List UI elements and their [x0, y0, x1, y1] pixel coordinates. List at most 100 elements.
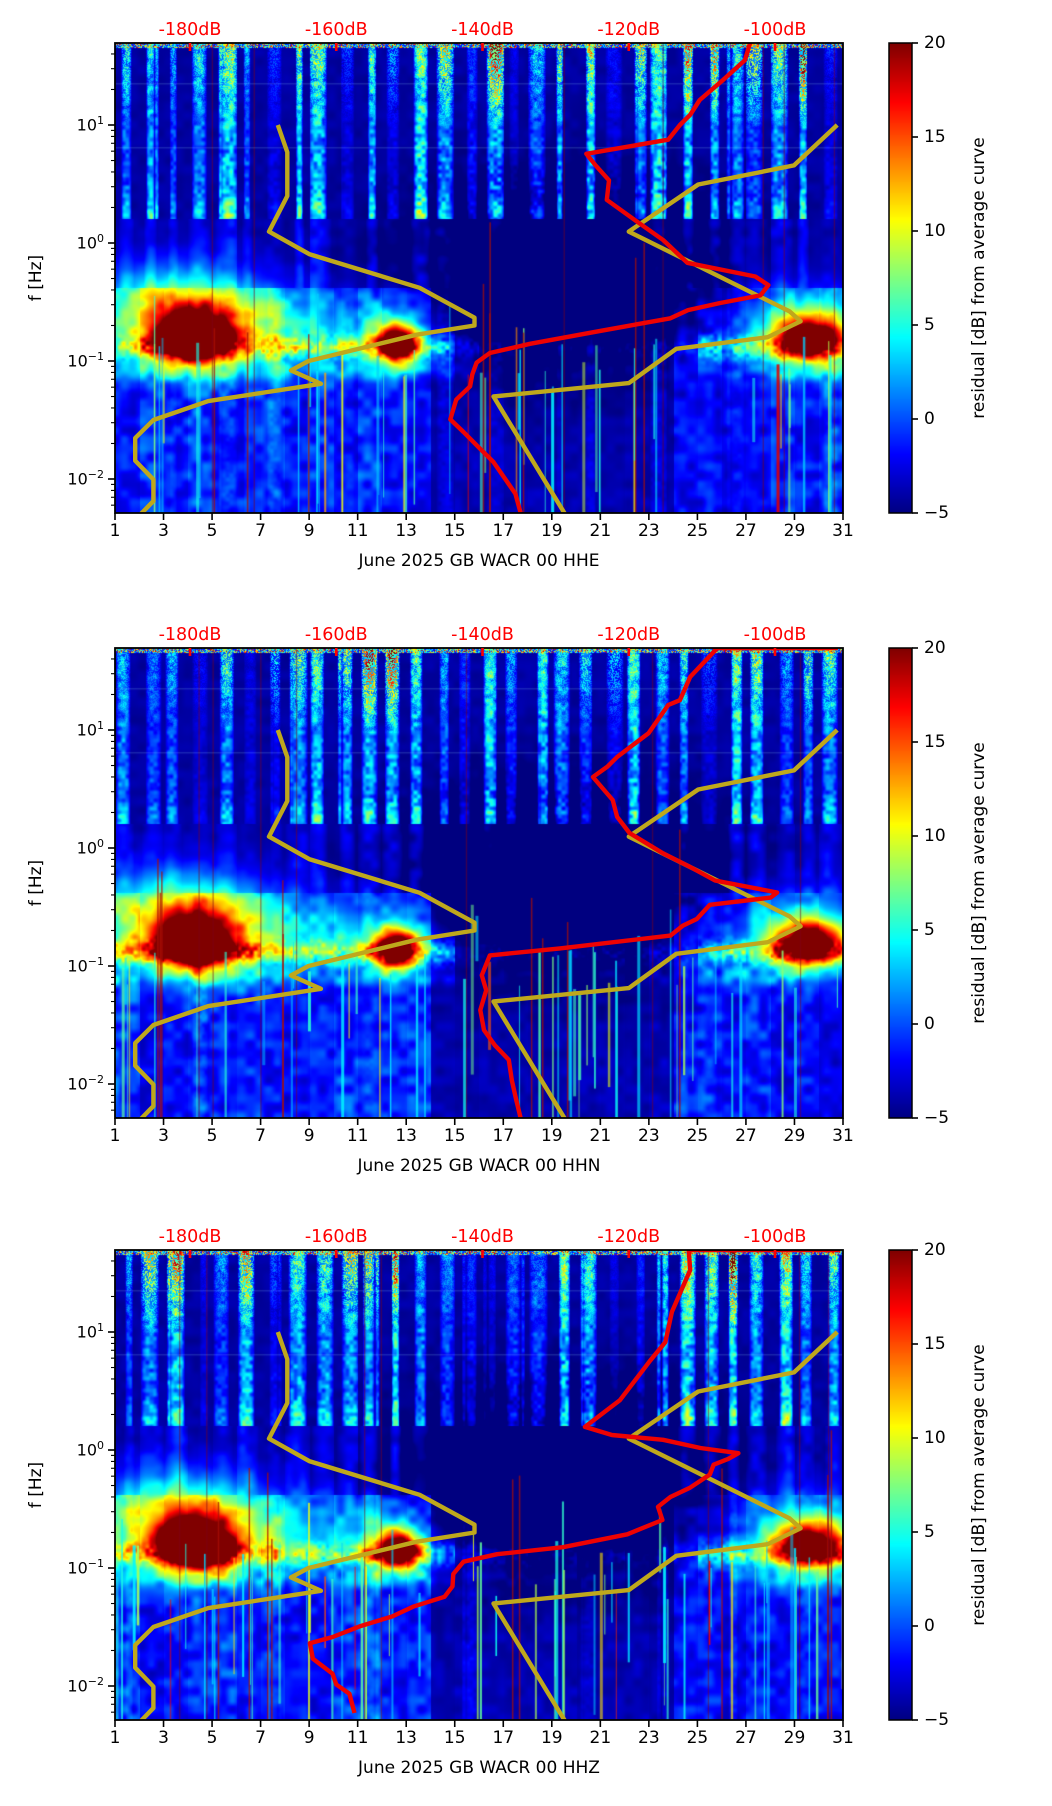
x-tick-label: 31 — [832, 1126, 854, 1146]
x-tick-label: 25 — [686, 1126, 709, 1146]
x-tick-label: 23 — [638, 1126, 660, 1146]
x-tick-label: 5 — [206, 1728, 218, 1748]
panel-hhn: 1 3 5 7 9 11 13 15 17 19 21 23 25 27 29 31 101 100 10−1 10−… — [0, 605, 1052, 1207]
spectrogram-canvas-hhz — [115, 1250, 843, 1720]
x-tick-label: 21 — [589, 1728, 612, 1748]
x-tick-label: 29 — [783, 1126, 806, 1146]
db-tick-label: -100dB — [743, 625, 807, 645]
panel-hhe: 1 3 5 7 9 11 13 15 17 19 21 23 25 27 29 31 101 100 10−1 10−… — [0, 0, 1052, 602]
colorbar-tick-label: −5 — [924, 503, 950, 523]
x-tick-label: 7 — [255, 1126, 266, 1146]
y-tick-label: 10−1 — [67, 1557, 104, 1578]
colorbar-tick-label: 15 — [924, 1334, 946, 1354]
x-axis-title: June 2025 GB WACR 00 HHN — [357, 1156, 601, 1176]
x-tick-label: 1 — [109, 521, 121, 541]
x-tick-label: 17 — [492, 521, 515, 541]
db-tick-label: -120dB — [597, 1227, 661, 1247]
y-tick-label: 10−1 — [67, 955, 104, 976]
x-tick-label: 9 — [303, 1728, 315, 1748]
y-tick-label: 10−2 — [67, 1073, 104, 1094]
colorbar-tick-label: 5 — [924, 1522, 935, 1542]
db-tick-label: -160dB — [304, 1227, 368, 1247]
x-tick-label: 31 — [832, 1728, 854, 1748]
y-axis-title: f [Hz] — [26, 859, 46, 907]
x-tick-label: 29 — [783, 521, 806, 541]
x-tick-label: 5 — [206, 521, 218, 541]
spectrogram-canvas-hhn — [115, 648, 843, 1118]
db-tick-label: -100dB — [743, 20, 807, 40]
db-tick-label: -120dB — [597, 625, 661, 645]
colorbar-tick-label: 15 — [924, 732, 946, 752]
x-tick-label: 11 — [346, 1728, 369, 1748]
colorbar-tick-label: 10 — [924, 1428, 946, 1448]
x-axis-title: June 2025 GB WACR 00 HHZ — [358, 1758, 600, 1778]
x-tick-label: 3 — [158, 1728, 169, 1748]
x-tick-label: 15 — [443, 521, 466, 541]
x-tick-label: 25 — [686, 1728, 709, 1748]
x-tick-label: 9 — [303, 521, 315, 541]
x-tick-label: 3 — [158, 1126, 169, 1146]
colorbar-tick-label: 5 — [924, 315, 935, 335]
x-tick-label: 27 — [735, 521, 757, 541]
x-tick-label: 3 — [158, 521, 169, 541]
db-tick-label: -180dB — [158, 625, 222, 645]
x-tick-label: 15 — [443, 1728, 466, 1748]
colorbar-tick-label: 0 — [924, 1014, 935, 1034]
y-tick-label: 101 — [76, 719, 104, 740]
y-tick-label: 100 — [76, 232, 104, 253]
x-tick-label: 5 — [206, 1126, 218, 1146]
colorbar-hhn — [889, 648, 912, 1118]
x-tick-label: 31 — [832, 521, 854, 541]
x-tick-label: 25 — [686, 521, 709, 541]
y-tick-label: 100 — [76, 1439, 104, 1460]
colorbar-tick-label: 0 — [924, 1616, 935, 1636]
colorbar-tick-label: 20 — [924, 638, 946, 658]
x-tick-label: 19 — [540, 521, 563, 541]
x-tick-label: 13 — [395, 1728, 417, 1748]
colorbar-hhz — [889, 1250, 912, 1720]
y-axis-title: f [Hz] — [26, 1461, 46, 1509]
db-tick-label: -140dB — [451, 625, 514, 645]
y-tick-label: 10−2 — [67, 1675, 104, 1696]
x-tick-label: 29 — [783, 1728, 806, 1748]
db-tick-label: -140dB — [451, 20, 514, 40]
x-tick-label: 19 — [540, 1728, 563, 1748]
colorbar-tick-label: 10 — [924, 826, 946, 846]
y-tick-label: 10−2 — [67, 468, 104, 489]
x-tick-label: 17 — [492, 1728, 515, 1748]
colorbar-title: residual [dB] from average curve — [969, 742, 989, 1024]
colorbar-tick-label: 5 — [924, 920, 935, 940]
panel-hhz: 1 3 5 7 9 11 13 15 17 19 21 23 25 27 29 31 101 100 10−1 10−… — [0, 1207, 1052, 1806]
colorbar-title: residual [dB] from average curve — [969, 1344, 989, 1626]
x-tick-label: 11 — [346, 1126, 369, 1146]
x-tick-label: 27 — [735, 1126, 757, 1146]
db-tick-label: -160dB — [304, 20, 368, 40]
x-tick-label: 7 — [255, 521, 266, 541]
x-tick-label: 7 — [255, 1728, 266, 1748]
x-tick-label: 9 — [303, 1126, 315, 1146]
y-tick-label: 100 — [76, 837, 104, 858]
x-tick-label: 13 — [395, 1126, 417, 1146]
spectrogram-canvas-hhe — [115, 43, 843, 513]
x-tick-label: 1 — [109, 1728, 121, 1748]
colorbar-tick-label: −5 — [924, 1710, 950, 1730]
x-tick-label: 19 — [540, 1126, 563, 1146]
x-tick-label: 1 — [109, 1126, 121, 1146]
x-tick-label: 17 — [492, 1126, 515, 1146]
x-tick-label: 13 — [395, 521, 417, 541]
x-tick-label: 21 — [589, 1126, 612, 1146]
y-tick-label: 101 — [76, 114, 104, 135]
colorbar-tick-label: −5 — [924, 1108, 950, 1128]
x-tick-label: 15 — [443, 1126, 466, 1146]
x-axis-title: June 2025 GB WACR 00 HHE — [358, 551, 600, 571]
x-tick-label: 21 — [589, 521, 612, 541]
colorbar-hhe — [889, 43, 912, 513]
colorbar-title: residual [dB] from average curve — [969, 137, 989, 419]
db-tick-label: -160dB — [304, 625, 368, 645]
colorbar-tick-label: 0 — [924, 409, 935, 429]
x-tick-label: 23 — [638, 521, 660, 541]
colorbar-tick-label: 15 — [924, 127, 946, 147]
colorbar-tick-label: 20 — [924, 1240, 946, 1260]
colorbar-tick-label: 20 — [924, 33, 946, 53]
